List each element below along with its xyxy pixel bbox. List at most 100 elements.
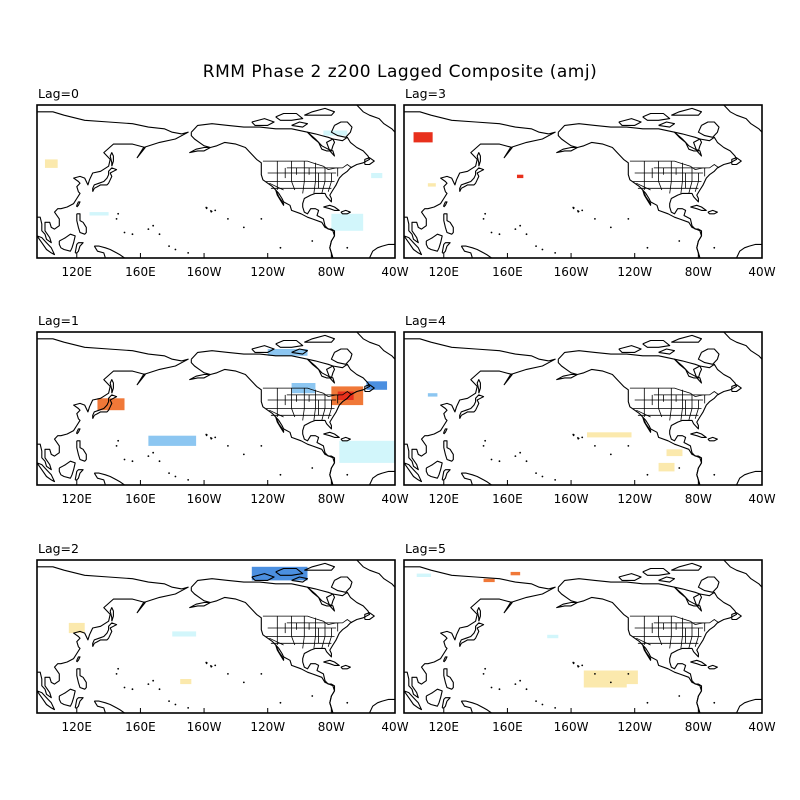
coastline	[736, 470, 762, 485]
coastline	[576, 664, 580, 668]
anomaly-patch-weak_positive	[586, 432, 632, 438]
coastline	[443, 656, 448, 663]
x-tick-label: 40W	[381, 492, 408, 506]
x-tick-label: 80W	[685, 492, 712, 506]
panel-frame	[36, 104, 396, 259]
coastline	[642, 416, 652, 433]
figure-title: RMM Phase 2 z200 Lagged Composite (amj)	[203, 62, 597, 82]
coastline	[275, 567, 304, 576]
coastline	[340, 209, 351, 215]
island	[541, 248, 544, 251]
coastline	[618, 573, 642, 581]
anomaly-patch-strong_positive	[516, 174, 524, 179]
coastline	[736, 698, 762, 713]
island	[242, 681, 245, 684]
coastline	[690, 659, 707, 666]
coastline	[190, 578, 371, 713]
coastline	[425, 460, 443, 479]
x-tick-label: 120W	[617, 492, 652, 506]
island	[279, 246, 282, 249]
coastline	[190, 587, 336, 713]
anomaly-patch-strong_negative	[366, 381, 388, 390]
island	[168, 245, 170, 248]
coastline	[690, 431, 707, 438]
coastline	[37, 111, 189, 244]
coastline	[556, 146, 578, 154]
anomaly-patch-weak_positive	[666, 449, 683, 457]
coastline	[190, 132, 336, 258]
island	[227, 673, 229, 675]
island	[168, 700, 170, 702]
coastline	[364, 157, 375, 166]
coastline	[443, 213, 454, 235]
anomaly-patch-weak_negative	[331, 213, 364, 231]
political-boundary	[680, 617, 683, 649]
island	[279, 701, 282, 704]
political-boundary	[636, 409, 651, 418]
coastline	[425, 233, 443, 252]
island	[646, 701, 649, 704]
anomaly-patch-weak_negative	[172, 631, 197, 637]
island	[115, 445, 118, 447]
island	[279, 473, 282, 476]
x-tick-label: 160W	[187, 720, 222, 734]
coastline	[76, 440, 87, 462]
coastline	[330, 576, 353, 593]
coastline	[330, 348, 353, 365]
island	[490, 458, 493, 461]
coastline	[576, 209, 580, 213]
island	[525, 460, 528, 463]
coastline	[460, 472, 493, 485]
x-tick-label: 160W	[187, 265, 222, 279]
anomaly-patch-weak_positive	[614, 670, 638, 685]
island	[242, 453, 245, 456]
island	[260, 218, 263, 220]
x-tick-label: 160E	[492, 265, 523, 279]
coastline	[364, 612, 375, 621]
panels-group: Lag=0 120E 160E 160W 120W 80W 40W Lag=3 120E 160E…	[36, 86, 776, 734]
coastline	[76, 213, 87, 235]
island	[158, 233, 161, 236]
island	[490, 686, 493, 689]
island	[147, 683, 150, 685]
anomaly-patch-weak_positive	[180, 679, 192, 685]
coastline	[76, 428, 81, 435]
island	[541, 475, 544, 478]
island	[115, 218, 118, 220]
coastline	[707, 209, 718, 215]
panel-label: Lag=5	[405, 541, 446, 556]
anomaly-patch-positive	[483, 578, 495, 583]
x-tick-label: 40W	[748, 265, 775, 279]
coastline	[557, 350, 738, 485]
coastline	[425, 688, 443, 707]
panel-frame	[403, 104, 763, 259]
coastline	[356, 560, 395, 588]
x-tick-label: 160W	[187, 492, 222, 506]
coastline	[460, 700, 493, 713]
island	[131, 233, 134, 236]
island	[646, 473, 649, 476]
x-tick-label: 40W	[748, 492, 775, 506]
panel-label: Lag=3	[405, 86, 446, 101]
coastline	[92, 394, 118, 419]
coastline	[323, 659, 340, 666]
coastline	[476, 152, 481, 167]
anomaly-patch-weak_positive	[658, 462, 675, 472]
island	[482, 218, 485, 220]
political-boundary	[313, 162, 316, 194]
coastline	[307, 358, 336, 379]
coastline	[642, 189, 652, 206]
island	[713, 246, 716, 249]
island	[214, 664, 217, 667]
island	[535, 700, 537, 702]
anomaly-patch-weak_negative	[547, 634, 559, 639]
island	[581, 436, 584, 439]
coastline	[304, 334, 336, 343]
coastline	[556, 373, 578, 381]
coastline	[190, 350, 371, 485]
political-boundary	[636, 637, 651, 646]
x-tick-label: 120W	[250, 720, 285, 734]
coastline	[460, 245, 493, 258]
coastline	[251, 573, 275, 581]
coastline	[304, 107, 336, 116]
